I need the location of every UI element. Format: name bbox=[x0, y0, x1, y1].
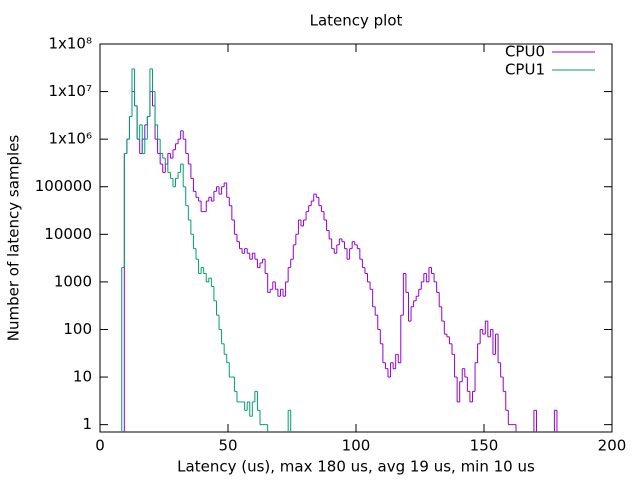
x-tick-label: 0 bbox=[95, 437, 105, 455]
y-tick-label: 100 bbox=[63, 320, 92, 338]
y-axis-label: Number of latency samples bbox=[5, 135, 23, 342]
y-tick-label: 10000 bbox=[44, 225, 92, 243]
y-tick-label: 1x10⁶ bbox=[48, 130, 92, 148]
legend-label: CPU1 bbox=[505, 61, 545, 79]
x-tick-label: 200 bbox=[598, 437, 627, 455]
y-tick-label: 100000 bbox=[35, 177, 92, 195]
y-tick-label: 1x10⁷ bbox=[48, 82, 92, 100]
chart-title: Latency plot bbox=[310, 12, 403, 30]
legend-label: CPU0 bbox=[505, 43, 545, 61]
x-axis-label: Latency (us), max 180 us, avg 19 us, min… bbox=[177, 458, 535, 476]
y-tick-label: 10 bbox=[73, 368, 92, 386]
x-tick-label: 50 bbox=[218, 437, 237, 455]
y-tick-label: 1000 bbox=[54, 272, 92, 290]
y-tick-label: 1x10⁸ bbox=[48, 35, 92, 53]
plot-frame bbox=[99, 43, 613, 433]
y-tick-label: 1 bbox=[82, 415, 92, 433]
x-tick-label: 100 bbox=[342, 437, 371, 455]
x-tick-label: 150 bbox=[470, 437, 499, 455]
